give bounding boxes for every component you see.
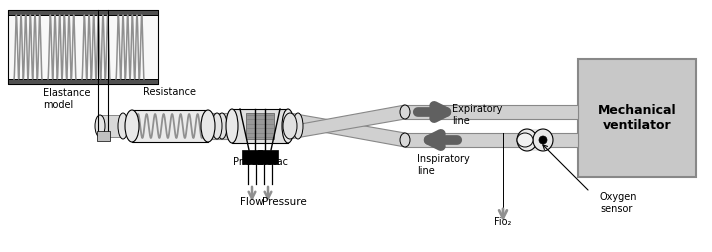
Bar — [8, 10, 158, 15]
Bar — [246, 113, 274, 139]
Ellipse shape — [517, 129, 537, 151]
Bar — [527, 129, 543, 151]
Ellipse shape — [293, 113, 303, 139]
Ellipse shape — [201, 110, 215, 142]
Ellipse shape — [539, 136, 547, 144]
Text: Fio₂: Fio₂ — [494, 217, 512, 227]
Bar — [258, 150, 278, 164]
Bar — [8, 10, 158, 84]
Text: Pneumotac: Pneumotac — [233, 157, 288, 167]
Text: Resistance: Resistance — [144, 87, 197, 97]
Polygon shape — [290, 105, 405, 139]
Text: Flow: Flow — [240, 197, 264, 207]
Text: Expiratory
line: Expiratory line — [452, 104, 503, 125]
Text: Mechanical
ventilator: Mechanical ventilator — [597, 104, 676, 132]
Bar — [8, 79, 158, 84]
Bar — [100, 115, 123, 137]
Bar — [190, 113, 290, 139]
Ellipse shape — [282, 109, 294, 143]
Bar — [242, 150, 262, 164]
Ellipse shape — [226, 109, 238, 143]
Polygon shape — [290, 113, 405, 147]
Bar — [132, 110, 208, 142]
Ellipse shape — [212, 113, 222, 139]
Ellipse shape — [533, 129, 553, 151]
Bar — [232, 109, 288, 143]
Ellipse shape — [118, 113, 128, 139]
Bar — [405, 105, 578, 119]
Ellipse shape — [217, 113, 227, 139]
Ellipse shape — [400, 105, 410, 119]
Text: Oxygen
sensor: Oxygen sensor — [600, 192, 637, 214]
Bar — [405, 133, 578, 147]
Bar — [97, 131, 110, 141]
Ellipse shape — [400, 133, 410, 147]
Ellipse shape — [283, 113, 297, 139]
Text: Pressure: Pressure — [261, 197, 306, 207]
Text: Inspiratory
line: Inspiratory line — [417, 154, 470, 176]
Ellipse shape — [95, 115, 105, 137]
Ellipse shape — [125, 110, 139, 142]
Text: Elastance
model: Elastance model — [43, 88, 90, 110]
Ellipse shape — [517, 133, 533, 147]
Bar — [578, 59, 696, 177]
